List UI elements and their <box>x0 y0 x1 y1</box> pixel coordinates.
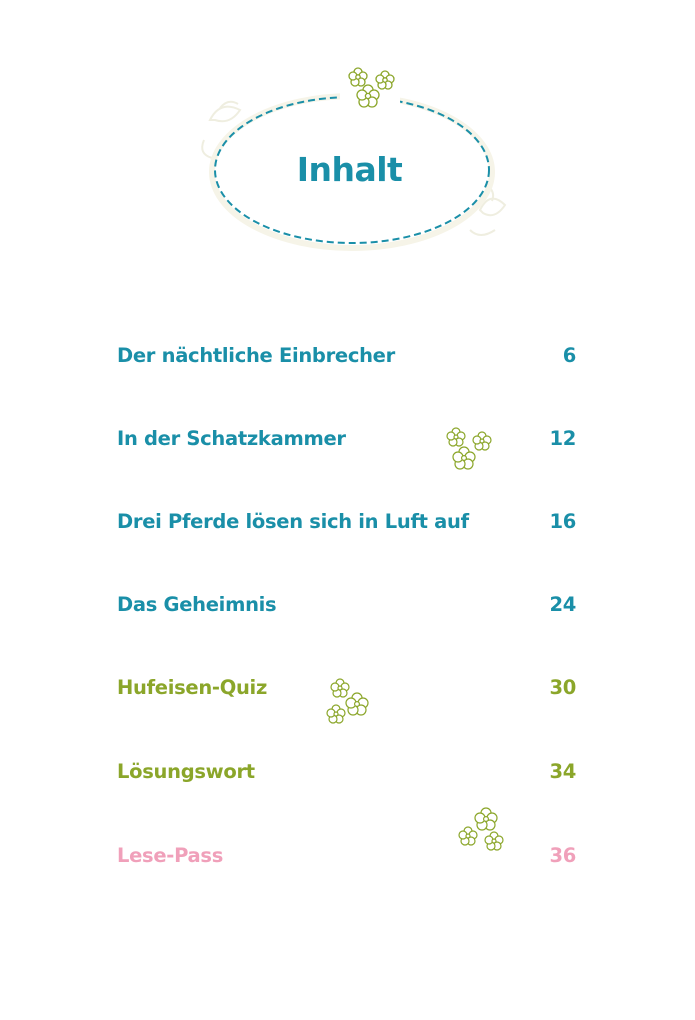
flower-cluster-icon <box>348 67 395 108</box>
toc-entry-title: Das Geheimnis <box>117 592 277 616</box>
toc-entry-page: 24 <box>549 592 576 616</box>
toc-entry[interactable]: Hufeisen-Quiz 30 <box>117 672 576 702</box>
flower-cluster-icon <box>326 678 369 724</box>
toc-entry-page: 16 <box>549 509 576 533</box>
toc-entry[interactable]: Der nächtliche Einbrecher 6 <box>117 340 576 370</box>
toc-entry[interactable]: Drei Pferde lösen sich in Luft auf 16 <box>117 506 576 536</box>
toc-entry-page: 12 <box>549 426 576 450</box>
toc-entry-page: 34 <box>549 759 576 783</box>
toc-entry-title: In der Schatzkammer <box>117 426 346 450</box>
toc-entry[interactable]: Lese-Pass 36 <box>117 840 576 870</box>
toc-entry[interactable]: In der Schatzkammer 12 <box>117 423 576 453</box>
toc-entry-page: 6 <box>562 343 577 367</box>
toc-entry-title: Hufeisen-Quiz <box>117 675 267 699</box>
toc-entry-title: Der nächtliche Einbrecher <box>117 343 395 367</box>
page-title: Inhalt <box>296 150 403 189</box>
toc-entry[interactable]: Das Geheimnis 24 <box>117 589 576 619</box>
flower-cluster-icon <box>458 807 504 851</box>
dashed-ellipse-frame <box>201 65 507 251</box>
title-ornament <box>190 60 510 260</box>
flower-cluster-icon <box>446 427 492 470</box>
toc-entry-title: Lösungswort <box>117 759 255 783</box>
toc-entry-title: Lese-Pass <box>117 843 224 867</box>
toc-entry-page: 30 <box>549 675 576 699</box>
toc-entry-page: 36 <box>549 843 576 867</box>
toc-entry[interactable]: Lösungswort 34 <box>117 756 576 786</box>
toc-entry-title: Drei Pferde lösen sich in Luft auf <box>117 509 469 533</box>
